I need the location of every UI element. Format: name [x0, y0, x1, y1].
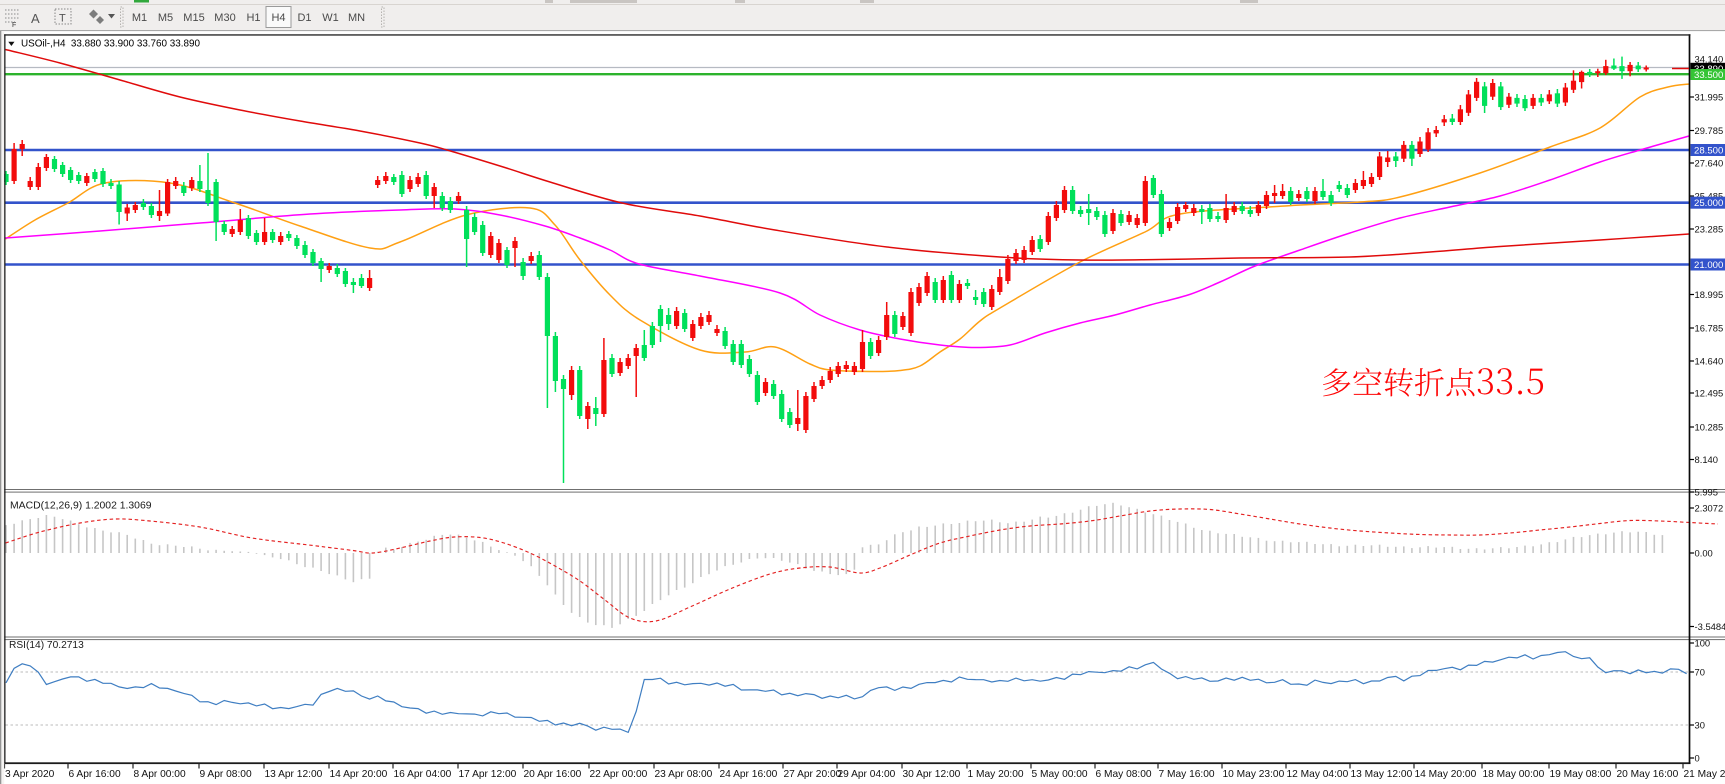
svg-text:21 May 22:00: 21 May 22:00	[1684, 769, 1725, 780]
svg-text:7 May 16:00: 7 May 16:00	[1159, 769, 1215, 780]
svg-text:6 May 08:00: 6 May 08:00	[1096, 769, 1152, 780]
svg-text:5.995: 5.995	[1695, 487, 1718, 498]
svg-text:17 Apr 12:00: 17 Apr 12:00	[459, 769, 517, 780]
svg-text:12.495: 12.495	[1695, 388, 1724, 399]
svg-text:H1: H1	[246, 12, 260, 24]
svg-text:13 Apr 12:00: 13 Apr 12:00	[265, 769, 323, 780]
svg-text:22 Apr 00:00: 22 Apr 00:00	[590, 769, 648, 780]
svg-text:1 May 20:00: 1 May 20:00	[968, 769, 1024, 780]
svg-text:16 Apr 04:00: 16 Apr 04:00	[394, 769, 452, 780]
svg-text:-3.5484: -3.5484	[1695, 621, 1725, 632]
svg-text:D1: D1	[297, 12, 311, 24]
svg-text:31.995: 31.995	[1695, 92, 1724, 103]
svg-text:20 May 16:00: 20 May 16:00	[1617, 769, 1679, 780]
svg-text:10 May 23:00: 10 May 23:00	[1223, 769, 1285, 780]
svg-text:16.785: 16.785	[1695, 323, 1724, 334]
svg-text:10.285: 10.285	[1695, 422, 1724, 433]
svg-text:2.3072: 2.3072	[1695, 503, 1724, 514]
svg-text:USOil-,H4 33.880 33.900 33.76: USOil-,H4 33.880 33.900 33.760 33.890	[21, 39, 200, 50]
svg-text:MACD(12,26,9) 1.2002 1.3069: MACD(12,26,9) 1.2002 1.3069	[10, 501, 152, 512]
svg-text:70: 70	[1695, 667, 1705, 678]
svg-text:RSI(14) 70.2713: RSI(14) 70.2713	[9, 640, 84, 651]
svg-text:MN: MN	[348, 12, 365, 24]
svg-text:19 May 08:00: 19 May 08:00	[1550, 769, 1612, 780]
svg-text:28.500: 28.500	[1694, 146, 1723, 157]
svg-text:8.140: 8.140	[1695, 454, 1718, 465]
svg-text:M30: M30	[214, 12, 235, 24]
svg-text:100: 100	[1695, 638, 1711, 649]
svg-text:12 May 04:00: 12 May 04:00	[1287, 769, 1349, 780]
svg-text:M1: M1	[132, 12, 147, 24]
svg-text:6 Apr 16:00: 6 Apr 16:00	[69, 769, 121, 780]
svg-text:3 Apr 2020: 3 Apr 2020	[5, 769, 55, 780]
svg-text:29 Apr 04:00: 29 Apr 04:00	[838, 769, 896, 780]
svg-text:H4: H4	[271, 12, 285, 24]
svg-text:34.140: 34.140	[1695, 54, 1724, 65]
svg-text:M15: M15	[183, 12, 204, 24]
svg-text:33.500: 33.500	[1694, 70, 1723, 81]
svg-text:T: T	[59, 13, 66, 25]
svg-text:30: 30	[1695, 720, 1705, 731]
svg-text:13 May 12:00: 13 May 12:00	[1351, 769, 1413, 780]
svg-text:14.640: 14.640	[1695, 356, 1724, 367]
svg-text:8 Apr 00:00: 8 Apr 00:00	[134, 769, 186, 780]
svg-text:M5: M5	[158, 12, 173, 24]
svg-text:A: A	[31, 11, 40, 26]
svg-text:23.285: 23.285	[1695, 224, 1724, 235]
svg-text:F: F	[12, 22, 16, 29]
svg-text:25.485: 25.485	[1695, 191, 1724, 202]
svg-text:9 Apr 08:00: 9 Apr 08:00	[200, 769, 252, 780]
svg-text:23 Apr 08:00: 23 Apr 08:00	[655, 769, 713, 780]
svg-text:14 May 20:00: 14 May 20:00	[1415, 769, 1477, 780]
svg-text:21.000: 21.000	[1694, 260, 1723, 271]
svg-text:14 Apr 20:00: 14 Apr 20:00	[330, 769, 388, 780]
svg-text:27 Apr 20:00: 27 Apr 20:00	[784, 769, 842, 780]
svg-text:30 Apr 12:00: 30 Apr 12:00	[903, 769, 961, 780]
svg-text:20 Apr 16:00: 20 Apr 16:00	[524, 769, 582, 780]
svg-text:0: 0	[1695, 753, 1700, 764]
svg-text:18 May 00:00: 18 May 00:00	[1483, 769, 1545, 780]
svg-text:18.995: 18.995	[1695, 289, 1724, 300]
svg-text:29.785: 29.785	[1695, 125, 1724, 136]
svg-text:24 Apr 16:00: 24 Apr 16:00	[720, 769, 778, 780]
svg-text:W1: W1	[322, 12, 339, 24]
svg-text:27.640: 27.640	[1695, 158, 1724, 169]
svg-text:0.00: 0.00	[1695, 548, 1713, 559]
svg-text:5 May 00:00: 5 May 00:00	[1032, 769, 1088, 780]
svg-text:25.000: 25.000	[1694, 198, 1723, 209]
